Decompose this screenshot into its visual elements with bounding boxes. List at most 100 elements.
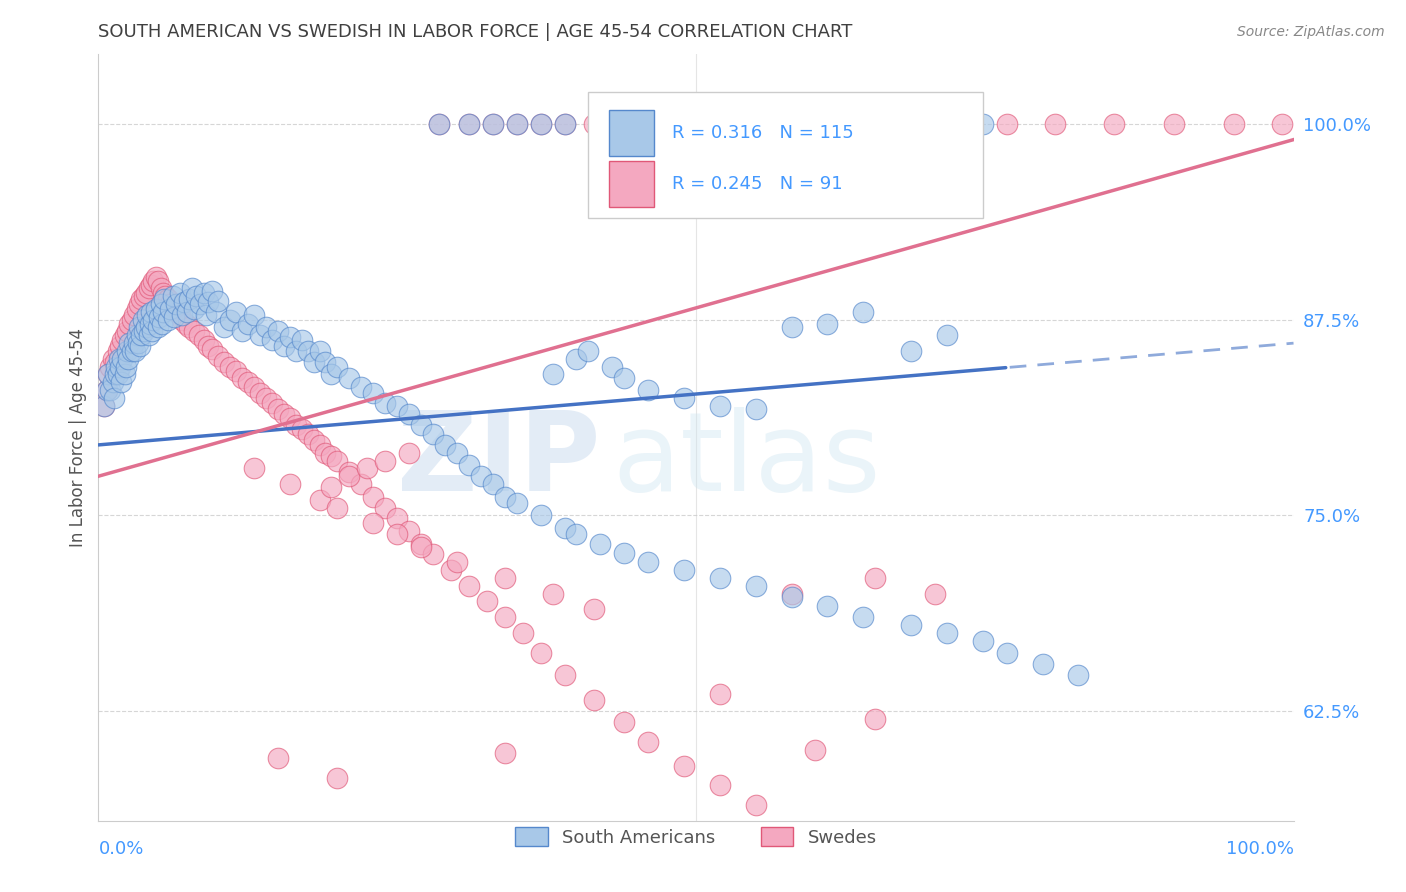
Text: Source: ZipAtlas.com: Source: ZipAtlas.com bbox=[1237, 25, 1385, 39]
Point bbox=[115, 324, 138, 338]
Point bbox=[308, 343, 330, 358]
Point bbox=[673, 391, 696, 405]
Point bbox=[93, 399, 115, 413]
Point bbox=[411, 540, 433, 554]
Point bbox=[506, 117, 529, 131]
Point bbox=[745, 579, 768, 593]
Point bbox=[363, 516, 385, 531]
Point bbox=[422, 426, 444, 441]
Point bbox=[709, 399, 731, 413]
Point bbox=[422, 548, 444, 562]
Point bbox=[554, 117, 576, 131]
Point bbox=[138, 328, 160, 343]
Point bbox=[128, 320, 150, 334]
Point bbox=[589, 536, 612, 550]
Point bbox=[260, 333, 283, 347]
Point bbox=[315, 446, 337, 460]
Point bbox=[356, 461, 378, 475]
Y-axis label: In Labor Force | Age 45-54: In Labor Force | Age 45-54 bbox=[69, 327, 87, 547]
Point bbox=[118, 336, 141, 351]
Point bbox=[1223, 117, 1246, 131]
Point bbox=[578, 343, 600, 358]
Point bbox=[475, 594, 498, 608]
Point bbox=[339, 370, 361, 384]
FancyBboxPatch shape bbox=[609, 161, 654, 207]
Point bbox=[363, 490, 385, 504]
Point bbox=[197, 339, 219, 353]
Point bbox=[225, 364, 247, 378]
Point bbox=[995, 117, 1018, 131]
Point bbox=[96, 383, 118, 397]
Point bbox=[936, 328, 959, 343]
Point bbox=[127, 336, 149, 351]
Point bbox=[745, 797, 768, 812]
Point bbox=[254, 391, 277, 405]
Point bbox=[103, 391, 125, 405]
Point bbox=[284, 343, 307, 358]
Point bbox=[374, 395, 396, 409]
Point bbox=[1104, 117, 1126, 131]
Point bbox=[153, 293, 176, 307]
Point bbox=[118, 318, 141, 332]
Text: SOUTH AMERICAN VS SWEDISH IN LABOR FORCE | AGE 45-54 CORRELATION CHART: SOUTH AMERICAN VS SWEDISH IN LABOR FORCE… bbox=[98, 23, 853, 41]
Point bbox=[481, 117, 505, 131]
Point bbox=[470, 469, 492, 483]
Point bbox=[179, 293, 201, 307]
Point bbox=[411, 536, 433, 550]
Point bbox=[204, 305, 226, 319]
Point bbox=[291, 333, 314, 347]
Point bbox=[148, 273, 170, 287]
Point bbox=[132, 289, 155, 303]
Text: atlas: atlas bbox=[613, 407, 880, 514]
Point bbox=[446, 555, 468, 569]
Point bbox=[613, 714, 636, 729]
Point bbox=[131, 293, 153, 307]
Point bbox=[565, 527, 588, 541]
Point bbox=[149, 297, 172, 311]
Point bbox=[173, 295, 195, 310]
Point bbox=[613, 117, 636, 131]
Point bbox=[141, 324, 163, 338]
Point bbox=[145, 301, 167, 316]
Point bbox=[321, 480, 343, 494]
Point bbox=[159, 297, 181, 311]
Point bbox=[278, 330, 301, 344]
Point bbox=[326, 500, 349, 515]
Point bbox=[156, 293, 179, 307]
Point bbox=[108, 359, 131, 374]
Point bbox=[162, 289, 184, 303]
Point bbox=[530, 646, 553, 660]
Point bbox=[132, 324, 155, 338]
Point bbox=[201, 285, 224, 299]
Point bbox=[637, 117, 659, 131]
Point bbox=[458, 117, 481, 131]
Point bbox=[458, 117, 481, 131]
Point bbox=[236, 376, 259, 390]
Point bbox=[278, 477, 301, 491]
Point bbox=[363, 386, 385, 401]
Point bbox=[828, 117, 851, 131]
Point bbox=[1043, 117, 1066, 131]
Point bbox=[733, 117, 755, 131]
Point bbox=[152, 286, 174, 301]
Point bbox=[583, 602, 606, 616]
Point bbox=[458, 458, 481, 473]
Point bbox=[273, 339, 295, 353]
Point bbox=[129, 339, 152, 353]
Point bbox=[121, 343, 143, 358]
Point bbox=[804, 743, 827, 757]
Point bbox=[506, 117, 529, 131]
Point bbox=[541, 587, 564, 601]
Point bbox=[108, 339, 131, 353]
Point bbox=[243, 461, 266, 475]
Point bbox=[554, 521, 576, 535]
Point bbox=[249, 328, 271, 343]
Point bbox=[273, 407, 295, 421]
Point bbox=[101, 376, 124, 390]
Point bbox=[385, 399, 409, 413]
Point bbox=[254, 320, 277, 334]
Point bbox=[150, 318, 173, 332]
Point bbox=[125, 328, 148, 343]
Point bbox=[165, 305, 187, 319]
Point bbox=[613, 546, 636, 560]
